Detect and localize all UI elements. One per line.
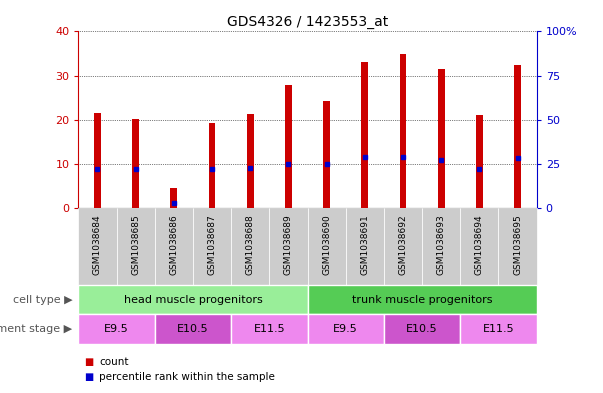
Bar (438, 69, 444, 208)
Text: GSM1038686: GSM1038686 (169, 215, 178, 275)
Bar (308, 314, 384, 344)
Text: percentile rank within the sample: percentile rank within the sample (99, 372, 276, 382)
Bar (285, 85, 292, 208)
Bar (422, 208, 460, 285)
Text: ■: ■ (84, 372, 93, 382)
Text: count: count (99, 356, 129, 367)
Text: GSM1038685: GSM1038685 (131, 215, 140, 275)
Text: GSM1038688: GSM1038688 (246, 215, 254, 275)
Bar (400, 53, 406, 208)
Bar (514, 64, 521, 208)
Bar (384, 208, 422, 285)
Bar (78, 314, 155, 344)
Bar (323, 101, 330, 208)
Text: GSM1038695: GSM1038695 (513, 215, 522, 275)
Bar (308, 285, 537, 314)
Bar (132, 119, 139, 208)
Bar (346, 208, 384, 285)
Bar (231, 314, 308, 344)
Bar (94, 113, 101, 208)
Bar (270, 208, 308, 285)
Text: GSM1038690: GSM1038690 (322, 215, 331, 275)
Text: E11.5: E11.5 (482, 324, 514, 334)
Text: GSM1038684: GSM1038684 (93, 215, 102, 275)
Bar (193, 208, 231, 285)
Bar (78, 285, 308, 314)
Bar (78, 208, 116, 285)
Bar (460, 314, 537, 344)
Text: development stage ▶: development stage ▶ (0, 324, 72, 334)
Bar (171, 188, 177, 208)
Text: ■: ■ (84, 356, 93, 367)
Text: trunk muscle progenitors: trunk muscle progenitors (352, 295, 493, 305)
Bar (308, 208, 346, 285)
Text: head muscle progenitors: head muscle progenitors (124, 295, 262, 305)
Bar (155, 208, 193, 285)
Bar (155, 314, 231, 344)
Text: E9.5: E9.5 (104, 324, 129, 334)
Bar (361, 62, 368, 208)
Bar (476, 115, 483, 208)
Text: GSM1038694: GSM1038694 (475, 215, 484, 275)
Text: GSM1038693: GSM1038693 (437, 215, 446, 275)
Bar (384, 314, 460, 344)
Text: E10.5: E10.5 (406, 324, 438, 334)
Bar (460, 208, 499, 285)
Bar (209, 123, 215, 208)
Title: GDS4326 / 1423553_at: GDS4326 / 1423553_at (227, 15, 388, 29)
Text: cell type ▶: cell type ▶ (13, 295, 72, 305)
Text: E11.5: E11.5 (253, 324, 285, 334)
Text: GSM1038691: GSM1038691 (361, 215, 369, 275)
Text: GSM1038687: GSM1038687 (207, 215, 216, 275)
Text: GSM1038689: GSM1038689 (284, 215, 293, 275)
Bar (231, 208, 270, 285)
Bar (499, 208, 537, 285)
Bar (247, 114, 254, 208)
Bar (116, 208, 155, 285)
Text: GSM1038692: GSM1038692 (399, 215, 408, 275)
Text: E9.5: E9.5 (333, 324, 358, 334)
Text: E10.5: E10.5 (177, 324, 209, 334)
